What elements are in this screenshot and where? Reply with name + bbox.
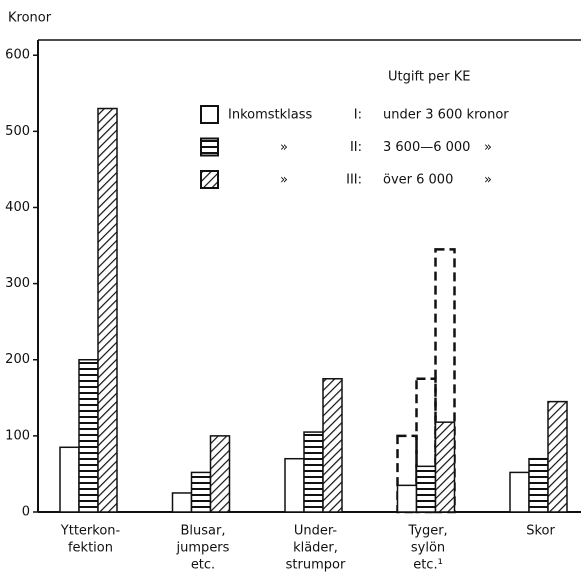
bar [396,484,418,513]
legend-swatch [200,137,219,157]
bar [322,378,343,513]
y-tick-label: 500 [5,124,30,139]
legend-title: Utgift per KE [388,70,471,85]
y-tick-label: 600 [5,48,30,63]
bar [97,107,118,513]
x-tick-label: sylön [411,541,445,556]
bar [415,465,437,513]
y-tick-label: 400 [5,200,30,215]
bar [434,421,456,513]
bar [171,492,193,513]
legend-range: 3 600—6 000 [383,140,470,155]
bar [209,435,231,513]
legend-suffix: » [484,173,492,188]
x-tick-label: Skor [526,524,555,539]
x-tick-label: jumpers [176,541,230,556]
legend-name: III: [346,173,362,188]
x-tick-label: Blusar, [181,524,226,539]
x-tick-label: fektion [68,541,113,556]
bar [547,400,568,513]
legend-swatch [200,105,219,124]
x-tick-label: strumpor [286,558,346,573]
x-tick-label: Ytterkon- [60,524,121,539]
legend-swatch [200,170,219,189]
y-tick-label: 0 [22,505,30,520]
y-tick-label: 200 [5,352,30,367]
y-tick-label: 100 [5,428,30,443]
bar [528,457,549,513]
bar [509,471,530,513]
legend-name: II: [350,140,362,155]
bar [284,457,305,513]
legend-range: under 3 600 kronor [383,108,509,123]
bar [78,358,99,513]
y-axis-label: Kronor [8,11,52,26]
x-tick-label: Under- [294,524,338,539]
legend-prefix: Inkomstklass [228,108,313,123]
x-tick-label: kläder, [293,541,338,556]
legend-prefix: » [280,173,288,188]
bar [59,446,80,513]
bar [303,431,324,513]
x-tick-label: etc.¹ [413,558,443,573]
y-tick-label: 300 [5,276,30,291]
bar [190,471,212,513]
x-tick-label: etc. [191,558,215,573]
legend-range: över 6 000 [383,173,453,188]
legend-suffix: » [484,140,492,155]
legend-name: I: [354,108,362,123]
x-tick-label: Tyger, [407,524,447,539]
legend-prefix: » [280,140,288,155]
